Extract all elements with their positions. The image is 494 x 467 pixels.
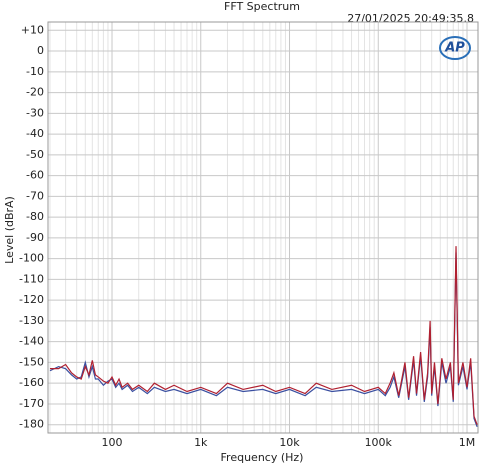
y-tick-label: -80 bbox=[26, 210, 44, 223]
y-tick-label: +10 bbox=[21, 23, 44, 36]
y-tick-label: -140 bbox=[19, 335, 44, 348]
x-tick-label: 100 bbox=[102, 436, 123, 449]
spectrum-line bbox=[49, 246, 478, 425]
y-tick-label: -180 bbox=[19, 418, 44, 431]
y-tick-label: -10 bbox=[26, 65, 44, 78]
y-tick-label: -20 bbox=[26, 86, 44, 99]
logo-ring bbox=[439, 36, 471, 60]
y-tick-label: -150 bbox=[19, 355, 44, 368]
y-tick-label: -100 bbox=[19, 252, 44, 265]
y-tick-label: -130 bbox=[19, 314, 44, 327]
y-tick-label: 0 bbox=[37, 44, 44, 57]
y-tick-label: -90 bbox=[26, 231, 44, 244]
y-tick-label: -70 bbox=[26, 189, 44, 202]
y-tick-label: -170 bbox=[19, 397, 44, 410]
y-tick-label: -30 bbox=[26, 106, 44, 119]
chart-title: FFT Spectrum bbox=[224, 0, 300, 13]
y-axis-label: Level (dBrA) bbox=[3, 196, 16, 264]
plot-border bbox=[47, 21, 479, 434]
x-tick-label: 1M bbox=[459, 436, 476, 449]
x-tick-label: 1k bbox=[194, 436, 208, 449]
logo-text: AP bbox=[444, 41, 465, 56]
x-tick-label: 100k bbox=[365, 436, 393, 449]
logo: AP bbox=[439, 36, 471, 60]
y-tick-label: -60 bbox=[26, 169, 44, 182]
y-tick-label: -110 bbox=[19, 272, 44, 285]
y-tick-label: -160 bbox=[19, 376, 44, 389]
x-axis-label: Frequency (Hz) bbox=[221, 451, 304, 464]
y-tick-label: -40 bbox=[26, 127, 44, 140]
y-tick-label: -50 bbox=[26, 148, 44, 161]
x-tick-label: 10k bbox=[279, 436, 300, 449]
y-tick-label: -120 bbox=[19, 293, 44, 306]
